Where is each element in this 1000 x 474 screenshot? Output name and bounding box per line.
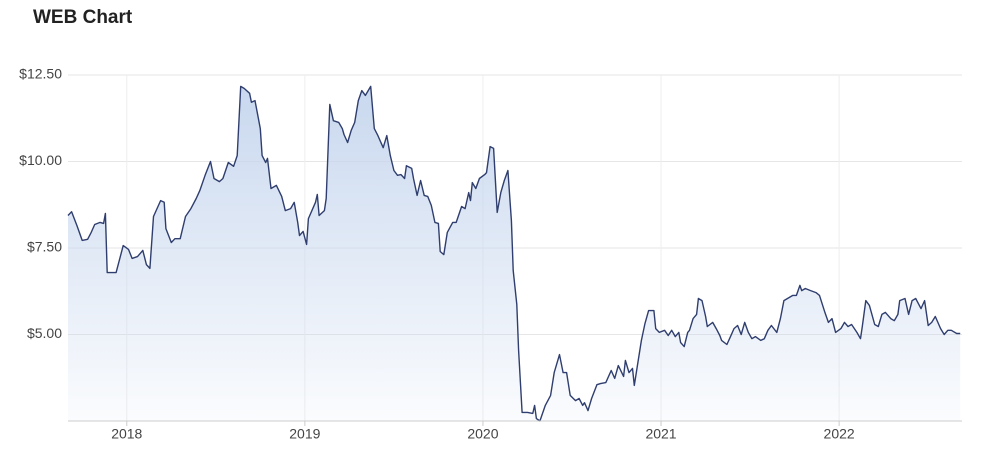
y-tick-label: $5.00 xyxy=(27,325,62,341)
x-tick-label: 2020 xyxy=(467,426,498,442)
x-tick-label: 2022 xyxy=(824,426,855,442)
line xyxy=(67,85,961,422)
x-tick-label: 2021 xyxy=(645,426,676,442)
y-tick-label: $7.50 xyxy=(27,239,62,255)
area xyxy=(68,86,961,422)
y-tick-label: $12.50 xyxy=(19,66,62,82)
chart-title: WEB Chart xyxy=(33,7,133,28)
x-tick-label: 2019 xyxy=(289,426,320,442)
y-tick-label: $10.00 xyxy=(19,152,62,168)
x-tick-label: 2018 xyxy=(111,426,142,442)
